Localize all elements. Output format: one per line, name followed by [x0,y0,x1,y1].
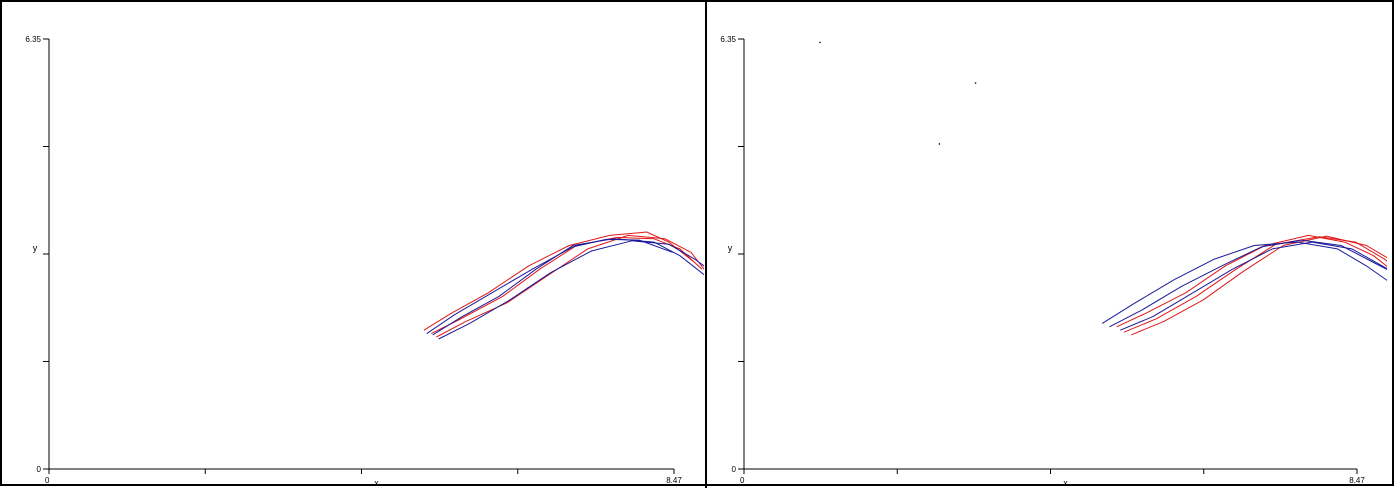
series-line-blue [427,239,673,333]
y-tick-label: 0 [37,465,42,474]
data-point [975,82,977,84]
data-point [939,143,941,145]
x-tick-label: 0 [45,476,50,485]
series-line-blue [1110,240,1394,327]
x-tick-label: 0 [740,476,745,485]
y-tick-label: 0 [732,465,737,474]
x-tick-label: 8.47 [1349,476,1365,485]
y-tick-label: 6.35 [25,35,41,44]
chart-panel-left: 0 6.35 0 8.47 x y [2,2,705,488]
chart-panel-right: 0 6.35 0 8.47 x y [705,2,1394,488]
series-line-blue [439,241,705,339]
series-line-blue [1120,242,1394,330]
x-axis-label: x [374,478,379,488]
data-point [819,42,821,44]
series-line-blue [433,239,705,335]
series-group [819,42,1394,335]
plot-svg-left: 0 6.35 0 8.47 x y [2,2,705,488]
series-line-red [1124,237,1394,333]
y-tick-label: 6.35 [720,35,736,44]
x-tick-label: 8.47 [666,476,682,485]
plot-svg-right: 0 6.35 0 8.47 x y [707,2,1394,488]
y-axis-label: y [33,243,38,253]
y-axis-label: y [728,243,733,253]
x-axis-label: x [1063,478,1068,488]
series-group [424,232,705,339]
series-line-red [436,235,705,337]
